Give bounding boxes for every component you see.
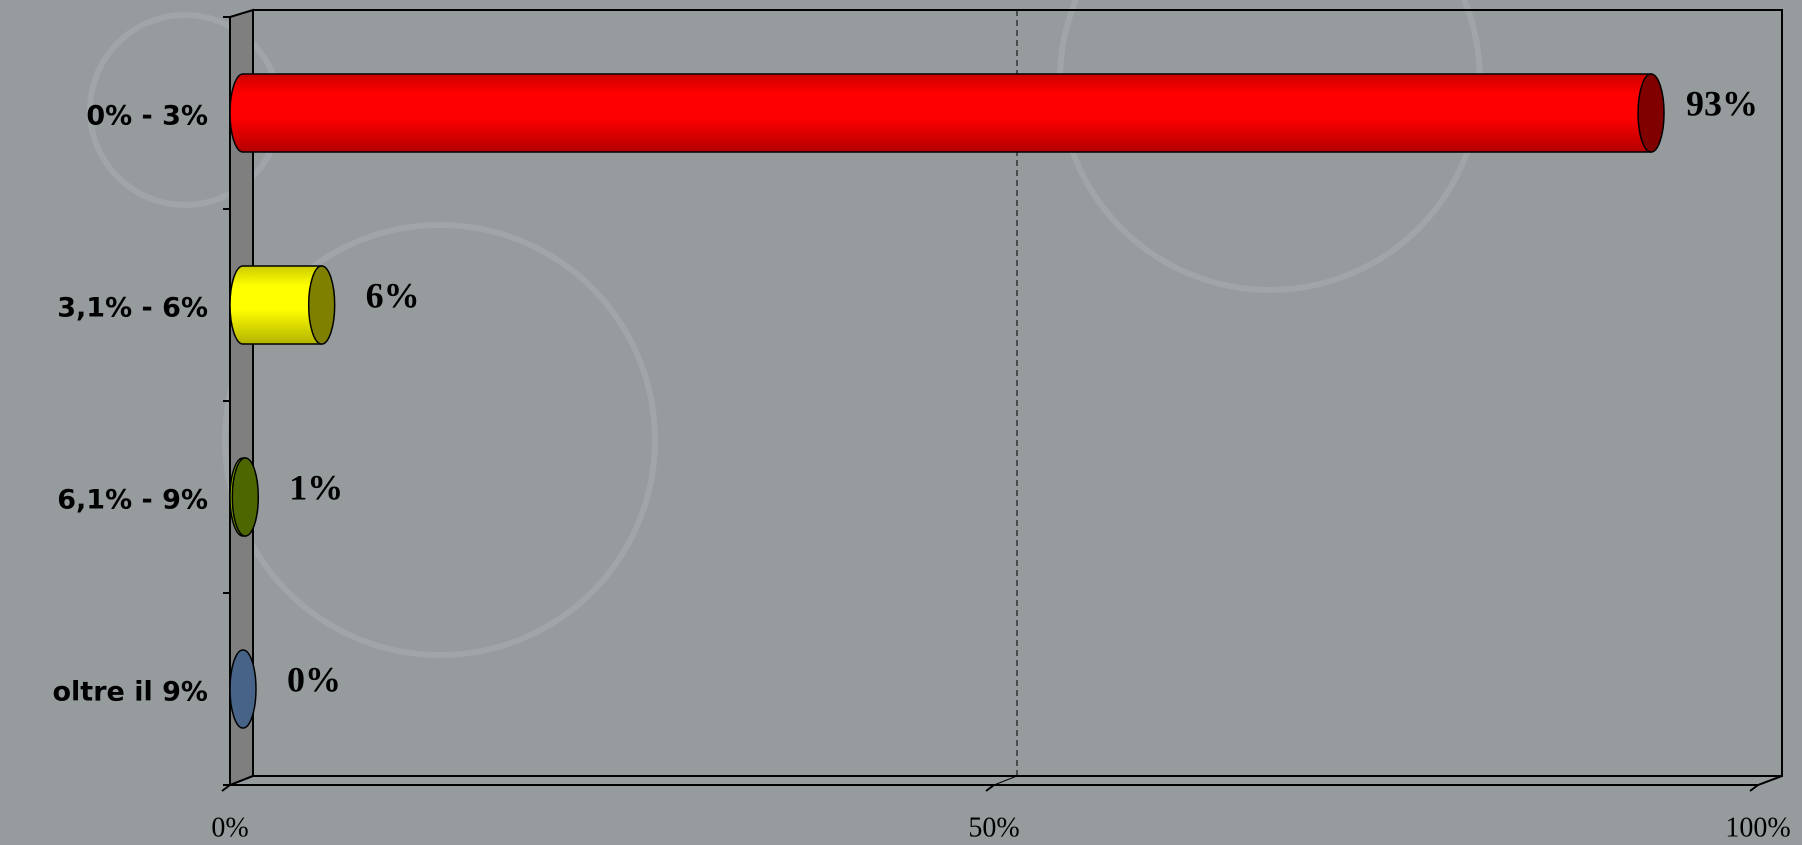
x-tick-label: 50% [968,812,1019,843]
value-label: 1% [289,467,343,507]
bar-body [229,265,323,345]
bar [229,457,260,537]
x-tick-label: 100% [1725,812,1790,843]
value-label: 0% [287,659,341,699]
bar [229,649,257,729]
bar-cap [229,649,257,729]
x-tick-mark [985,784,995,792]
category-label: 3,1% - 6% [57,293,208,324]
category-label: oltre il 9% [53,677,209,708]
bar-body [229,73,1652,153]
bar-cap [231,457,260,537]
bar [229,265,336,345]
category-label: 6,1% - 9% [57,485,208,516]
x-tick-mark [1749,784,1759,792]
x-tick-label: 0% [211,812,248,843]
value-label: 6% [366,275,420,315]
bar-cap [307,265,336,345]
value-label: 93% [1686,83,1758,123]
bar-cap [1637,73,1665,153]
category-label: 0% - 3% [86,101,208,132]
grid-line [993,775,1018,786]
bar [229,73,1665,153]
